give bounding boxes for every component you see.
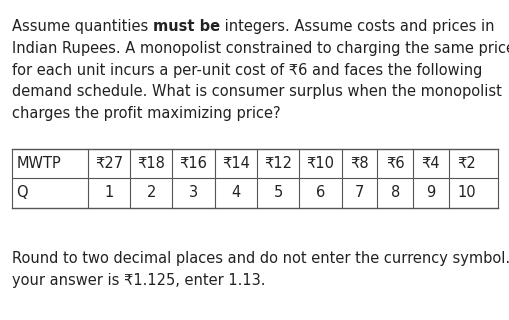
Text: ₹14: ₹14 xyxy=(221,156,249,171)
Text: 7: 7 xyxy=(354,186,363,200)
Text: 8: 8 xyxy=(390,186,399,200)
Text: 10: 10 xyxy=(457,186,475,200)
Text: 1: 1 xyxy=(104,186,114,200)
Text: ₹27: ₹27 xyxy=(95,156,123,171)
Text: charges the profit maximizing price?: charges the profit maximizing price? xyxy=(12,106,280,121)
Text: 5: 5 xyxy=(273,186,282,200)
Text: Round to two decimal places and do not enter the currency symbol. If: Round to two decimal places and do not e… xyxy=(12,251,509,266)
Text: ₹2: ₹2 xyxy=(457,156,475,171)
Text: 9: 9 xyxy=(426,186,435,200)
Text: must be: must be xyxy=(153,19,220,34)
Text: ₹10: ₹10 xyxy=(306,156,334,171)
Text: for each unit incurs a per-unit cost of ₹6 and faces the following: for each unit incurs a per-unit cost of … xyxy=(12,63,482,78)
Text: integers. Assume costs and prices in: integers. Assume costs and prices in xyxy=(220,19,494,34)
Text: ₹12: ₹12 xyxy=(264,156,292,171)
Text: Assume quantities: Assume quantities xyxy=(12,19,153,34)
Text: MWTP: MWTP xyxy=(16,156,61,171)
Text: ₹16: ₹16 xyxy=(179,156,207,171)
Text: 2: 2 xyxy=(146,186,156,200)
Text: your answer is ₹1.125, enter 1.13.: your answer is ₹1.125, enter 1.13. xyxy=(12,273,265,288)
Text: 6: 6 xyxy=(315,186,325,200)
Text: Indian Rupees. A monopolist constrained to charging the same price: Indian Rupees. A monopolist constrained … xyxy=(12,41,509,56)
Text: 4: 4 xyxy=(231,186,240,200)
Text: ₹8: ₹8 xyxy=(350,156,368,171)
Text: 3: 3 xyxy=(189,186,197,200)
Text: ₹6: ₹6 xyxy=(385,156,404,171)
Text: Q: Q xyxy=(16,186,28,200)
Text: ₹18: ₹18 xyxy=(137,156,165,171)
Text: demand schedule. What is consumer surplus when the monopolist: demand schedule. What is consumer surplu… xyxy=(12,84,501,100)
Text: ₹4: ₹4 xyxy=(421,156,439,171)
